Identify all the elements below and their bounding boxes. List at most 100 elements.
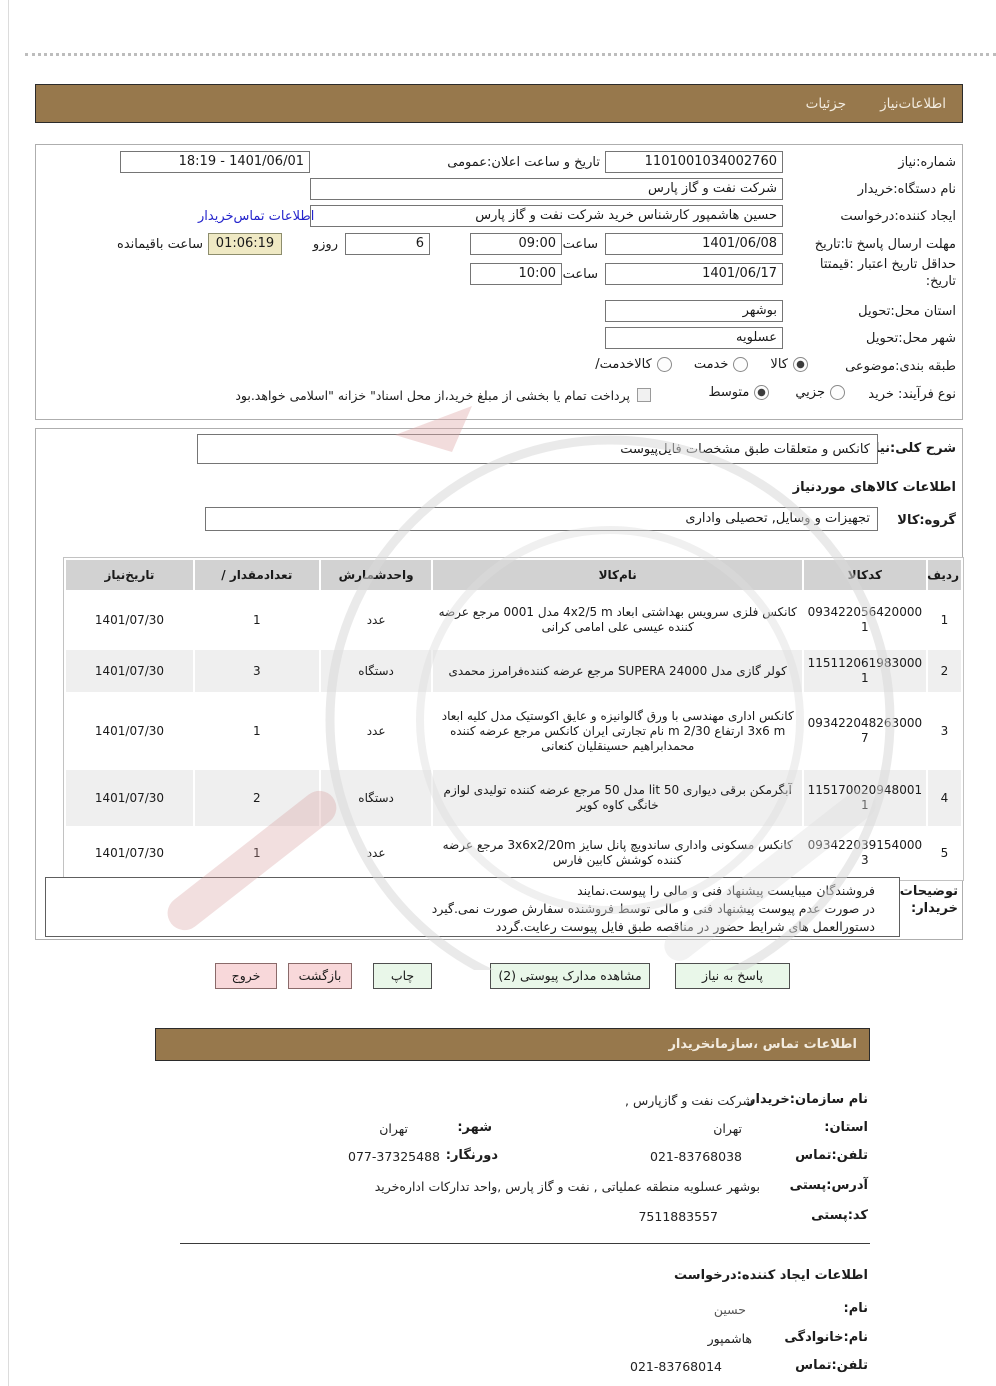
- creator-family-value: هاشمپور: [707, 1331, 752, 1346]
- validity-date-input[interactable]: 1401/06/17: [605, 263, 783, 285]
- tab-need-info[interactable]: اطلاعات‌نیاز: [880, 95, 946, 112]
- buyer-contact-link[interactable]: اطلاعات تماس‌خریدار: [198, 209, 315, 224]
- service-radio-label: خدمت: [693, 357, 729, 372]
- contact-city-value: تهران: [379, 1121, 408, 1136]
- postal-address-value: بوشهر عسلویه منطقه عملیاتی , نفت و گاز پ…: [374, 1179, 760, 1194]
- buyer-org-label: نام دستگاه:خریدار: [857, 182, 956, 197]
- process-type-options: جزيي متوسط: [708, 385, 845, 400]
- org-name-value: شرکت نفت و گازپارس ,: [625, 1093, 753, 1108]
- option-goods: کالا: [770, 357, 808, 372]
- creator-phone-value: 021-83768014: [630, 1359, 722, 1374]
- goods-service-radio-label: /کالاخدمت: [595, 357, 652, 372]
- creator-name-value: حسین: [713, 1302, 746, 1317]
- note-line: در صورت عدم پیوست پیشنهاد فنی و مالی توس…: [431, 901, 875, 916]
- option-service: خدمت: [694, 357, 749, 372]
- minor-radio-label: جزيي: [795, 385, 825, 400]
- contact-city-label: شهر:: [457, 1120, 492, 1135]
- contact-section-header: اطلاعات تماس ،سازمانخریدار: [155, 1028, 870, 1061]
- goods-radio-label: کالا: [770, 357, 788, 372]
- subject-class-label: طبقه بندی:موضوعی: [845, 359, 956, 374]
- announce-datetime-label: تاریخ و ساعت اعلان:عمومی: [447, 155, 600, 170]
- delivery-city-label: شهر محل:تحویل: [866, 331, 956, 346]
- request-creator-label: ایجاد کننده:درخواست: [840, 209, 956, 224]
- minor-radio[interactable]: [830, 385, 845, 400]
- days-label: روزو: [312, 237, 338, 252]
- print-button[interactable]: چاپ: [373, 963, 432, 989]
- view-attachments-button[interactable]: مشاهده مدارک پیوستی (2): [490, 963, 650, 989]
- contact-phone-label: تلفن:تماس: [795, 1148, 868, 1163]
- buyer-org-input[interactable]: شرکت نفت و گاز پارس: [310, 178, 783, 200]
- goods-radio[interactable]: [793, 357, 808, 372]
- treasury-payment-label: پرداخت تمام یا بخشی از مبلغ خرید،از محل …: [235, 388, 630, 403]
- option-minor: جزيي: [795, 385, 845, 400]
- contact-phone-value: 021-83768038: [650, 1149, 742, 1164]
- creator-family-label: نام:خانوادگی: [784, 1330, 868, 1345]
- option-goods-service: /کالاخدمت: [595, 357, 672, 372]
- item-group-label: گروه:کالا: [897, 513, 956, 528]
- validity-hour-label: ساعت: [562, 267, 598, 282]
- tab-bar: اطلاعات‌نیاز جزئیات: [35, 84, 963, 123]
- reply-deadline-label: مهلت ارسال پاسخ تا:تاریخ: [814, 237, 956, 252]
- table-row: 5 0934220391540003 کانکس مسکونی واداری س…: [64, 826, 964, 880]
- service-radio[interactable]: [733, 357, 749, 372]
- validity-time-input[interactable]: 10:00: [470, 263, 562, 285]
- reply-deadline-time-input[interactable]: 09:00: [470, 233, 562, 255]
- remaining-days-input[interactable]: 6: [345, 233, 430, 255]
- table-row: 2 1151120619830001 کولر گازی مدل SUPERA …: [64, 648, 964, 694]
- delivery-city-input[interactable]: عسلویه: [605, 327, 783, 349]
- need-description-input[interactable]: کانکس و متعلقات طبق مشخصات فایل‌پیوست: [197, 434, 878, 464]
- request-creator-heading: اطلاعات ایجاد کننده:درخواست: [674, 1268, 868, 1283]
- col-quantity: / تعدادمقدار: [192, 558, 321, 592]
- creator-name-label: نام:: [843, 1301, 869, 1316]
- need-number-input[interactable]: 1101001034002760: [605, 151, 783, 173]
- section-divider: [180, 1243, 870, 1244]
- buyer-notes-box: فروشندگان میبایست پیشنهاد فنی و مالی را …: [45, 877, 900, 937]
- note-line: دستورالعمل های شرایط حضور در مناقصه طبق …: [495, 919, 875, 934]
- delivery-province-label: استان محل:تحویل: [858, 304, 956, 319]
- buyer-notes-label-2: خریدار:: [911, 901, 958, 916]
- required-items-heading: اطلاعات کالاهای موردنیاز: [792, 480, 956, 495]
- contact-province-label: استان:: [824, 1120, 868, 1135]
- medium-radio[interactable]: [754, 385, 770, 400]
- note-line: فروشندگان میبایست پیشنهاد فنی و مالی را …: [577, 883, 875, 898]
- remaining-hours-label: ساعت باقیمانده: [117, 237, 203, 252]
- creator-phone-label: تلفن:تماس: [795, 1358, 868, 1373]
- postal-code-value: 7511883557: [638, 1209, 718, 1224]
- announce-datetime-input[interactable]: 1401/06/01 - 18:19: [120, 151, 310, 173]
- need-summary-panel: [35, 144, 963, 420]
- option-medium: متوسط: [708, 385, 770, 400]
- contact-province-value: تهران: [713, 1121, 742, 1136]
- postal-address-label: آدرس:پستی: [789, 1178, 868, 1193]
- price-validity-label-2: تاریخ:: [925, 274, 956, 289]
- back-button[interactable]: بازگشت: [288, 963, 352, 989]
- col-item-code: کدکالا: [801, 558, 928, 592]
- items-table-wrap: ردیف کدکالا نام‌کالا واحدشمارش / تعدادمق…: [63, 557, 964, 881]
- item-group-input[interactable]: تجهیزات و وسایل, تحصیلی واداری: [205, 507, 878, 531]
- reply-deadline-date-input[interactable]: 1401/06/08: [605, 233, 783, 255]
- table-row: 4 1151700209480011 آبگرمکن برقی دیواری 5…: [64, 768, 964, 828]
- buyer-notes-label-1: توضیحات: [899, 884, 958, 899]
- items-table: ردیف کدکالا نام‌کالا واحدشمارش / تعدادمق…: [64, 558, 964, 880]
- delivery-province-input[interactable]: بوشهر: [605, 300, 783, 322]
- col-unit: واحدشمارش: [318, 558, 434, 592]
- col-row: ردیف: [925, 558, 964, 592]
- col-item-name: نام‌کالا: [431, 558, 804, 592]
- contact-header-title: اطلاعات تماس ،سازمانخریدار: [668, 1037, 857, 1052]
- reply-to-need-button[interactable]: پاسخ به نیاز: [675, 963, 790, 989]
- exit-button[interactable]: خروج: [215, 963, 277, 989]
- medium-radio-label: متوسط: [708, 385, 750, 400]
- fax-label: دورنگار:: [445, 1148, 498, 1163]
- tab-details[interactable]: جزئیات: [805, 95, 847, 112]
- table-row: 1 0934220564200001 کانکس فلزی سرویس بهدا…: [64, 590, 964, 650]
- need-description-label: شرح کلی:نیاز: [867, 441, 956, 456]
- top-divider: [25, 53, 996, 56]
- treasury-payment-checkbox[interactable]: [637, 388, 651, 402]
- need-number-label: شماره:نیاز: [898, 155, 956, 170]
- process-type-label: نوع فرآیند: خرید: [868, 387, 956, 402]
- goods-service-radio[interactable]: [656, 357, 672, 372]
- postal-code-label: کد:پستی: [811, 1208, 868, 1223]
- request-creator-input[interactable]: حسین هاشمپور کارشناس خرید شرکت نفت و گاز…: [310, 205, 783, 227]
- org-name-label: نام سازمان:خریدار: [748, 1092, 868, 1107]
- table-row: 3 0934220482630007 کانکس اداری مهندسی با…: [64, 692, 964, 770]
